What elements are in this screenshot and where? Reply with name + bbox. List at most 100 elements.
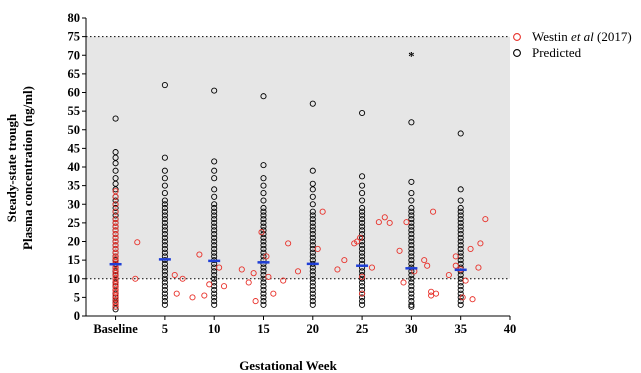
- data-point-predicted: [457, 242, 464, 249]
- data-point-predicted: [457, 294, 464, 301]
- data-point-predicted: [211, 193, 218, 200]
- data-point-predicted: [457, 208, 464, 215]
- data-point-predicted: [309, 219, 316, 226]
- data-point-predicted: [260, 290, 267, 297]
- y-tick-label: 35: [68, 179, 81, 193]
- data-point-observed: [216, 264, 223, 271]
- data-point-predicted: [211, 275, 218, 282]
- x-tick-label: 10: [208, 322, 221, 336]
- data-point-predicted: [211, 175, 218, 182]
- data-point-predicted: [161, 290, 168, 297]
- data-point-predicted: [260, 283, 267, 290]
- data-point-observed: [359, 290, 366, 297]
- data-point-predicted: [457, 227, 464, 234]
- data-point-observed: [252, 298, 259, 305]
- data-point-predicted: [457, 301, 464, 308]
- data-point-predicted: [211, 298, 218, 305]
- x-axis-title: Gestational Week: [239, 358, 337, 373]
- data-point-predicted: [408, 230, 415, 238]
- data-point-observed: [430, 208, 437, 215]
- y-tick-label: 70: [68, 48, 81, 62]
- data-point-observed: [475, 264, 482, 271]
- data-point-observed: [112, 301, 119, 308]
- data-point-predicted: [260, 230, 267, 238]
- data-point-observed: [206, 281, 213, 288]
- data-point-predicted: [408, 249, 415, 256]
- data-point-observed: [173, 290, 180, 297]
- annotation-asterisk: *: [408, 49, 414, 63]
- data-point-predicted: [112, 204, 119, 212]
- data-point-predicted: [211, 290, 218, 297]
- data-point-predicted: [161, 201, 168, 208]
- data-point-predicted: [309, 279, 316, 286]
- data-point-predicted: [359, 242, 366, 249]
- data-point-predicted: [161, 216, 168, 223]
- legend-label-observed: Westin et al (2017): [532, 29, 632, 44]
- data-point-predicted: [309, 227, 316, 234]
- data-point-observed: [132, 275, 139, 282]
- data-point-observed: [359, 273, 366, 280]
- data-point-predicted: [161, 230, 168, 238]
- data-point-predicted: [211, 201, 218, 208]
- data-point-predicted: [260, 204, 267, 212]
- data-point-predicted: [457, 245, 464, 252]
- data-point-predicted: [457, 204, 464, 212]
- data-point-observed: [452, 262, 459, 269]
- data-point-predicted: [260, 249, 267, 256]
- data-point-predicted: [211, 286, 218, 293]
- data-point-predicted: [408, 283, 415, 290]
- data-point-observed: [334, 266, 341, 273]
- data-point-predicted: [211, 268, 218, 275]
- y-tick-label: 25: [68, 216, 81, 230]
- data-point-predicted: [359, 234, 366, 241]
- data-point-predicted: [211, 212, 218, 219]
- data-point-predicted: [309, 290, 316, 297]
- data-point-predicted: [112, 115, 119, 122]
- data-point-observed: [112, 223, 119, 230]
- data-point-predicted: [408, 208, 415, 215]
- data-point-predicted: [161, 249, 168, 256]
- data-point-predicted: [408, 253, 415, 260]
- data-point-observed: [112, 216, 119, 223]
- x-tick-label: 35: [454, 322, 467, 336]
- data-point-predicted: [161, 260, 168, 267]
- data-point-predicted: [408, 257, 415, 264]
- data-point-predicted: [359, 216, 366, 223]
- data-point-predicted: [359, 257, 366, 264]
- data-point-predicted: [211, 208, 218, 215]
- data-point-observed: [112, 245, 119, 252]
- data-point-predicted: [161, 238, 168, 245]
- data-point-predicted: [408, 178, 415, 185]
- data-point-observed: [445, 271, 452, 279]
- data-point-observed: [368, 264, 376, 271]
- data-point-observed: [270, 290, 277, 297]
- data-point-observed: [386, 219, 393, 226]
- y-tick-label: 50: [68, 123, 81, 137]
- data-point-predicted: [260, 242, 267, 249]
- data-point-predicted: [408, 286, 415, 293]
- data-point-predicted: [457, 238, 464, 245]
- data-point-predicted: [408, 216, 415, 223]
- data-point-predicted: [359, 219, 366, 226]
- data-point-observed: [112, 230, 119, 238]
- data-point-observed: [263, 253, 270, 260]
- data-point-predicted: [211, 223, 218, 230]
- legend-marker-predicted: [513, 49, 521, 57]
- data-point-predicted: [359, 212, 366, 219]
- shaded-band: [86, 36, 510, 279]
- data-point-predicted: [359, 197, 366, 204]
- data-point-predicted: [408, 242, 415, 249]
- data-point-predicted: [211, 167, 218, 174]
- data-point-predicted: [359, 173, 366, 180]
- data-point-predicted: [408, 294, 415, 301]
- chart-marks: [109, 82, 489, 313]
- data-point-predicted: [161, 204, 168, 212]
- data-point-predicted: [408, 223, 415, 230]
- data-point-predicted: [260, 279, 267, 286]
- data-point-predicted: [161, 275, 168, 282]
- y-tick-label: 40: [68, 160, 81, 174]
- data-point-predicted: [408, 234, 415, 241]
- data-point-predicted: [211, 301, 218, 308]
- chart-axes: 0 5 10 15 20 25 30 35 40 45 50 55 60 65 70 75 80 Baseline…: [68, 11, 517, 336]
